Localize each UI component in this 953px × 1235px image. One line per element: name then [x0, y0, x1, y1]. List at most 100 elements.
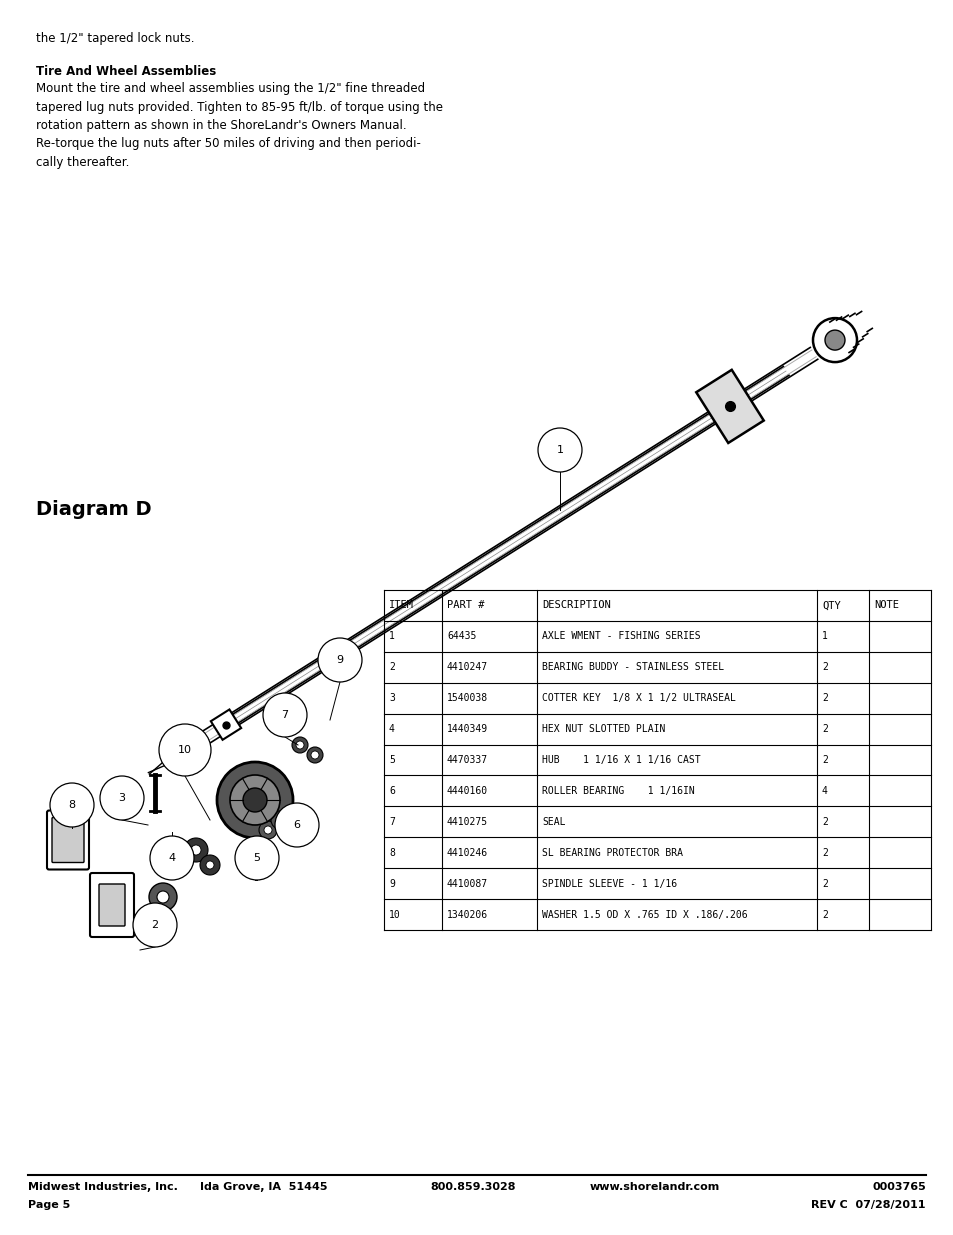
Text: 64435: 64435: [447, 631, 476, 641]
Text: SEAL: SEAL: [541, 816, 565, 826]
Circle shape: [812, 319, 856, 362]
Text: 8: 8: [389, 847, 395, 858]
Circle shape: [263, 693, 307, 737]
Circle shape: [264, 826, 272, 834]
FancyBboxPatch shape: [90, 873, 133, 937]
Text: ROLLER BEARING    1 1/16IN: ROLLER BEARING 1 1/16IN: [541, 785, 694, 795]
Polygon shape: [696, 369, 763, 443]
Circle shape: [50, 783, 94, 827]
Text: HUB    1 1/16 X 1 1/16 CAST: HUB 1 1/16 X 1 1/16 CAST: [541, 755, 700, 764]
Text: ITEM: ITEM: [389, 600, 414, 610]
Text: 6: 6: [389, 785, 395, 795]
Text: NOTE: NOTE: [873, 600, 898, 610]
Circle shape: [307, 747, 323, 763]
Text: 2: 2: [821, 755, 827, 764]
Text: 10: 10: [178, 745, 192, 755]
Circle shape: [537, 429, 581, 472]
Text: Ida Grove, IA  51445: Ida Grove, IA 51445: [200, 1182, 327, 1192]
Text: 4: 4: [169, 853, 175, 863]
Text: WASHER 1.5 OD X .765 ID X .186/.206: WASHER 1.5 OD X .765 ID X .186/.206: [541, 909, 747, 920]
Polygon shape: [211, 709, 241, 740]
Text: 1: 1: [556, 445, 563, 454]
Circle shape: [824, 330, 844, 350]
Text: 8: 8: [69, 800, 75, 810]
Text: 1540038: 1540038: [447, 693, 488, 703]
Circle shape: [311, 751, 318, 760]
Text: 1: 1: [821, 631, 827, 641]
Circle shape: [317, 638, 361, 682]
Circle shape: [150, 836, 193, 881]
Text: 4: 4: [821, 785, 827, 795]
Text: 4440160: 4440160: [447, 785, 488, 795]
Text: Midwest Industries, Inc.: Midwest Industries, Inc.: [28, 1182, 177, 1192]
Text: 5: 5: [253, 853, 260, 863]
Text: SPINDLE SLEEVE - 1 1/16: SPINDLE SLEEVE - 1 1/16: [541, 878, 677, 889]
Circle shape: [200, 855, 220, 876]
Text: www.shorelandr.com: www.shorelandr.com: [589, 1182, 720, 1192]
Text: 7: 7: [281, 710, 288, 720]
Circle shape: [271, 811, 289, 829]
Text: COTTER KEY  1/8 X 1 1/2 ULTRASEAL: COTTER KEY 1/8 X 1 1/2 ULTRASEAL: [541, 693, 735, 703]
Text: DESCRIPTION: DESCRIPTION: [541, 600, 610, 610]
Circle shape: [191, 845, 201, 855]
Text: 4: 4: [389, 724, 395, 734]
Text: Diagram D: Diagram D: [36, 500, 152, 519]
Text: 4410246: 4410246: [447, 847, 488, 858]
Circle shape: [258, 821, 276, 839]
Text: AXLE WMENT - FISHING SERIES: AXLE WMENT - FISHING SERIES: [541, 631, 700, 641]
FancyBboxPatch shape: [52, 818, 84, 862]
Text: 4410087: 4410087: [447, 878, 488, 889]
Text: 9: 9: [389, 878, 395, 889]
Text: 10: 10: [389, 909, 400, 920]
Text: Mount the tire and wheel assemblies using the 1/2" fine threaded
tapered lug nut: Mount the tire and wheel assemblies usin…: [36, 82, 442, 169]
Circle shape: [132, 903, 177, 947]
Text: 4410247: 4410247: [447, 662, 488, 672]
Circle shape: [274, 803, 318, 847]
Text: 5: 5: [389, 755, 395, 764]
Text: Page 5: Page 5: [28, 1200, 71, 1210]
Text: 7: 7: [389, 816, 395, 826]
Circle shape: [275, 816, 284, 824]
Text: 6: 6: [294, 820, 300, 830]
Circle shape: [295, 741, 304, 748]
Text: 9: 9: [336, 655, 343, 664]
Text: 2: 2: [821, 693, 827, 703]
Circle shape: [149, 883, 177, 911]
Text: BEARING BUDDY - STAINLESS STEEL: BEARING BUDDY - STAINLESS STEEL: [541, 662, 723, 672]
Circle shape: [216, 762, 293, 839]
Text: 2: 2: [821, 909, 827, 920]
Text: 2: 2: [821, 724, 827, 734]
Text: 3: 3: [118, 793, 126, 803]
Circle shape: [100, 776, 144, 820]
Text: HEX NUT SLOTTED PLAIN: HEX NUT SLOTTED PLAIN: [541, 724, 664, 734]
Text: 800.859.3028: 800.859.3028: [430, 1182, 515, 1192]
Text: 2: 2: [389, 662, 395, 672]
Text: REV C  07/28/2011: REV C 07/28/2011: [811, 1200, 925, 1210]
Circle shape: [243, 788, 267, 811]
Circle shape: [230, 776, 280, 825]
Text: 1440349: 1440349: [447, 724, 488, 734]
FancyBboxPatch shape: [99, 884, 125, 926]
Text: 2: 2: [821, 847, 827, 858]
Text: 3: 3: [389, 693, 395, 703]
Circle shape: [184, 839, 208, 862]
Text: 1: 1: [389, 631, 395, 641]
Text: 2: 2: [821, 816, 827, 826]
FancyBboxPatch shape: [47, 810, 89, 869]
Circle shape: [157, 890, 169, 903]
Text: 2: 2: [821, 878, 827, 889]
Text: the 1/2" tapered lock nuts.: the 1/2" tapered lock nuts.: [36, 32, 194, 44]
Text: 0003765: 0003765: [871, 1182, 925, 1192]
Circle shape: [159, 724, 211, 776]
Text: QTY: QTY: [821, 600, 840, 610]
Text: 2: 2: [152, 920, 158, 930]
Circle shape: [234, 836, 278, 881]
Text: 4410275: 4410275: [447, 816, 488, 826]
Text: 1340206: 1340206: [447, 909, 488, 920]
Circle shape: [292, 737, 308, 753]
Text: SL BEARING PROTECTOR BRA: SL BEARING PROTECTOR BRA: [541, 847, 682, 858]
Text: 4470337: 4470337: [447, 755, 488, 764]
Text: 2: 2: [821, 662, 827, 672]
Circle shape: [206, 861, 213, 869]
Text: PART #: PART #: [447, 600, 484, 610]
